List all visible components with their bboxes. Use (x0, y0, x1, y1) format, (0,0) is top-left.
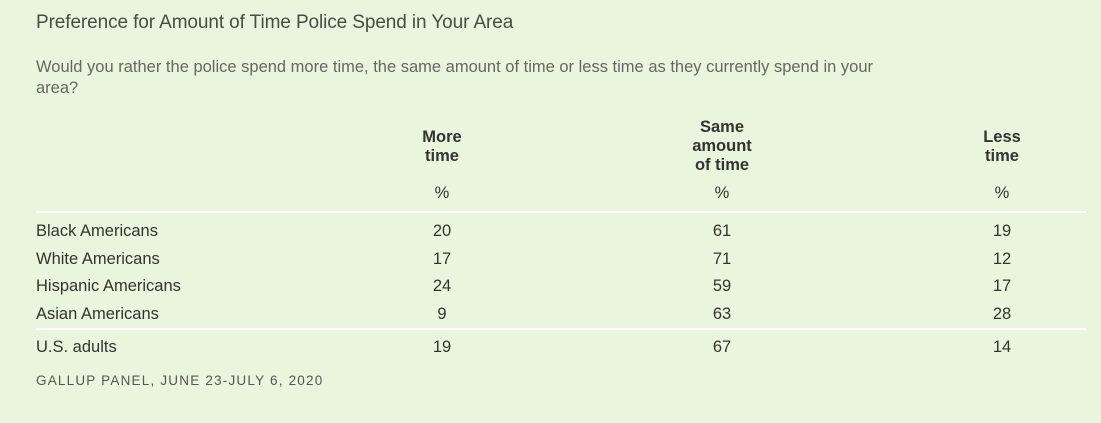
cell-value: 19 (406, 328, 478, 364)
results-table: More time Same amount of time Less time … (36, 118, 1086, 364)
cell-value: 67 (686, 328, 758, 364)
cell-value: 59 (712, 277, 732, 296)
column-header-same-time: Same amount of time (692, 118, 752, 174)
cell-value: 71 (712, 249, 732, 268)
table-row: Asian Americans 9 63 28 (36, 301, 1086, 330)
cell-value: 12 (992, 249, 1012, 268)
unit-label: % (406, 175, 478, 213)
source-note: GALLUP PANEL, JUNE 23-JULY 6, 2020 (36, 373, 324, 388)
table-row: Hispanic Americans 24 59 17 (36, 273, 1086, 301)
row-label: Black Americans (36, 222, 158, 241)
cell-value: 61 (712, 222, 732, 241)
row-label: Hispanic Americans (36, 277, 181, 296)
header-spacer (36, 118, 406, 175)
cell-value: 9 (437, 304, 447, 323)
table-row: White Americans 17 71 12 (36, 246, 1086, 274)
unit-label: % (966, 175, 1038, 213)
cell-value: 17 (992, 277, 1012, 296)
chart-title: Preference for Amount of Time Police Spe… (36, 12, 514, 33)
table-unit-row: % % % (36, 175, 1086, 213)
row-label: White Americans (36, 249, 160, 268)
cell-value: 63 (712, 304, 732, 323)
column-header-less-time: Less time (983, 127, 1021, 165)
cell-value: 28 (992, 304, 1012, 323)
chart-subtitle: Would you rather the police spend more t… (36, 58, 874, 97)
cell-value: 20 (432, 222, 452, 241)
cell-value: 14 (966, 328, 1038, 364)
cell-value: 17 (432, 249, 452, 268)
row-label: Asian Americans (36, 304, 159, 323)
table-header-row: More time Same amount of time Less time (36, 118, 1086, 175)
table-row: Black Americans 20 61 19 (36, 212, 1086, 246)
row-label: U.S. adults (36, 328, 406, 364)
table-total-row: U.S. adults 19 67 14 (36, 328, 1086, 364)
unit-label: % (686, 175, 758, 213)
cell-value: 19 (992, 222, 1012, 241)
cell-value: 24 (432, 277, 452, 296)
column-header-more-time: More time (422, 127, 462, 165)
